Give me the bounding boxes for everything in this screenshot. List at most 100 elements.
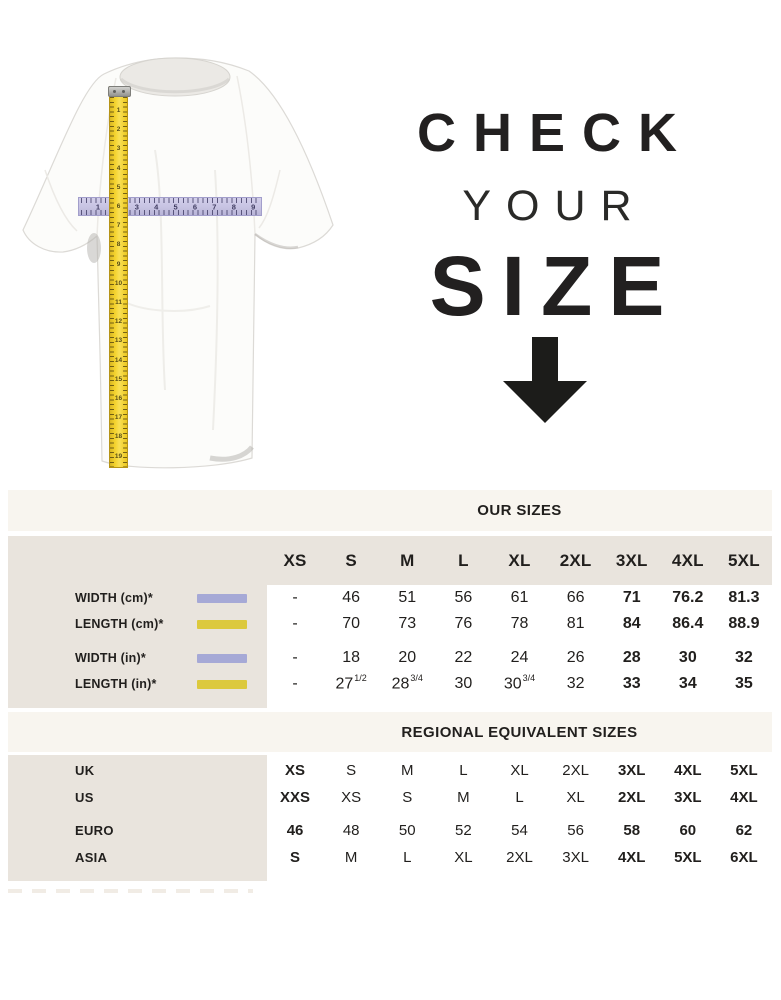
size-value: 2XL (506, 849, 533, 866)
size-value: 303/4 (503, 673, 536, 693)
region-label-cell: ASIA (8, 850, 267, 865)
size-column-4xl: 4XL (671, 550, 704, 570)
tape-number: 14 (114, 356, 123, 364)
region-label: ASIA (75, 850, 108, 865)
size-value: 84 (622, 615, 641, 632)
table-data-background (267, 585, 772, 708)
tape-ticks (123, 97, 127, 467)
size-value: 20 (398, 649, 417, 666)
tape-number: 3 (116, 145, 121, 153)
region-label: US (75, 790, 94, 805)
table-data-background (267, 755, 772, 881)
size-value: XL (510, 762, 529, 779)
ruler-ticks (81, 210, 259, 215)
size-value: S (290, 849, 301, 866)
size-value: 46 (342, 589, 361, 606)
size-value: L (459, 762, 468, 779)
size-value: 4XL (674, 762, 702, 779)
size-value: 35 (735, 675, 753, 692)
measure-swatch (197, 619, 247, 629)
size-value: 52 (455, 822, 472, 839)
size-value: 54 (511, 822, 528, 839)
ruler-number: 1 (95, 201, 101, 211)
size-value: 28 (622, 649, 641, 666)
size-value: 4XL (617, 849, 646, 866)
ruler-number: 7 (212, 201, 217, 211)
size-value: 86.4 (672, 615, 704, 632)
measure-row: WIDTH (cm)* - 46 51 56 61 66 71 76.2 81.3 (8, 585, 772, 611)
size-value: 76.2 (672, 589, 704, 606)
region-row: EURO 46 48 50 52 54 56 58 60 62 (8, 817, 772, 844)
measure-label-cell: LENGTH (cm)* (8, 617, 267, 631)
size-value: - (292, 615, 298, 632)
our-sizes-title: OUR SIZES (477, 502, 562, 519)
size-value: 24 (510, 649, 529, 666)
size-value: 81 (566, 615, 585, 632)
size-value: 5XL (674, 849, 702, 866)
size-value: 18 (342, 649, 361, 666)
size-value: 283/4 (391, 673, 423, 693)
size-value: 58 (623, 822, 641, 839)
faint-dashed-line (8, 889, 253, 893)
tape-number: 11 (115, 298, 122, 306)
tape-number: 16 (114, 394, 123, 402)
tape-number: 9 (116, 260, 121, 268)
region-row: ASIA S M L XL 2XL 3XL 4XL 5XL 6XL (8, 844, 772, 871)
size-value: 70 (342, 615, 361, 632)
tape-number: 15 (114, 375, 123, 383)
down-arrow-icon (503, 337, 587, 423)
size-value: 2XL (562, 762, 589, 779)
measure-row: LENGTH (in)* - 271/2 283/4 30 303/4 32 33 34 35 (8, 671, 772, 697)
size-value: - (292, 649, 298, 666)
measure-swatch (197, 679, 247, 689)
size-value: 4XL (730, 789, 758, 806)
size-value: 34 (678, 675, 697, 692)
row-label: LENGTH (in)* (75, 677, 157, 691)
size-value: XS (285, 762, 306, 779)
measure-swatch (197, 593, 247, 603)
tape-number: 19 (114, 452, 123, 460)
row-label: LENGTH (cm)* (75, 617, 164, 631)
hero-title-check: CHECK (416, 103, 694, 163)
size-value: L (403, 849, 412, 866)
size-value: 48 (342, 822, 360, 839)
tape-number: 8 (116, 241, 121, 249)
size-column-5xl: 5XL (728, 550, 760, 570)
size-value: 60 (679, 822, 697, 839)
size-column-m: M (400, 550, 415, 570)
tape-number: 7 (116, 221, 121, 229)
size-value: 51 (398, 589, 417, 606)
size-value: 46 (286, 822, 304, 839)
measure-label-cell: LENGTH (in)* (8, 677, 267, 691)
size-value: 3XL (617, 762, 646, 779)
size-value: 3XL (674, 789, 702, 806)
size-value: 2XL (617, 789, 646, 806)
hero-title-your: YOUR (462, 182, 647, 230)
size-value: 271/2 (335, 673, 367, 693)
hero-text-block: CHECK YOUR SIZE (388, 106, 706, 328)
size-value: 88.9 (728, 615, 760, 632)
our-sizes-table: XS S M L XL 2XL 3XL 4XL 5XL WIDTH (cm)* - 46 51 56 61… (8, 536, 772, 708)
ruler-number: 9 (251, 201, 256, 211)
size-value: 3XL (562, 849, 589, 866)
size-value: 33 (622, 675, 641, 692)
size-value: M (401, 762, 414, 779)
regional-table: UK XS S M L XL 2XL 3XL 4XL 5XL US XXS XS S M L XL 2XL 3XL 4… (8, 755, 772, 881)
size-value: XL (566, 789, 585, 806)
ruler-number: 8 (231, 201, 236, 211)
size-value: XXS (280, 789, 311, 806)
size-value: S (402, 789, 413, 806)
size-value: S (346, 762, 357, 779)
tape-number: 12 (114, 317, 123, 325)
regional-title: REGIONAL EQUIVALENT SIZES (401, 723, 638, 741)
region-row: US XXS XS S M L XL 2XL 3XL 4XL (8, 784, 772, 811)
size-column-xl: XL (508, 550, 531, 570)
size-value: 76 (454, 615, 473, 632)
measure-swatch (197, 653, 247, 663)
ruler-number: 6 (192, 201, 198, 211)
region-label-cell: US (8, 790, 267, 805)
size-value: M (457, 789, 470, 806)
tape-number: 17 (114, 413, 123, 421)
ruler-ticks (81, 198, 259, 203)
tape-ticks (110, 97, 114, 467)
